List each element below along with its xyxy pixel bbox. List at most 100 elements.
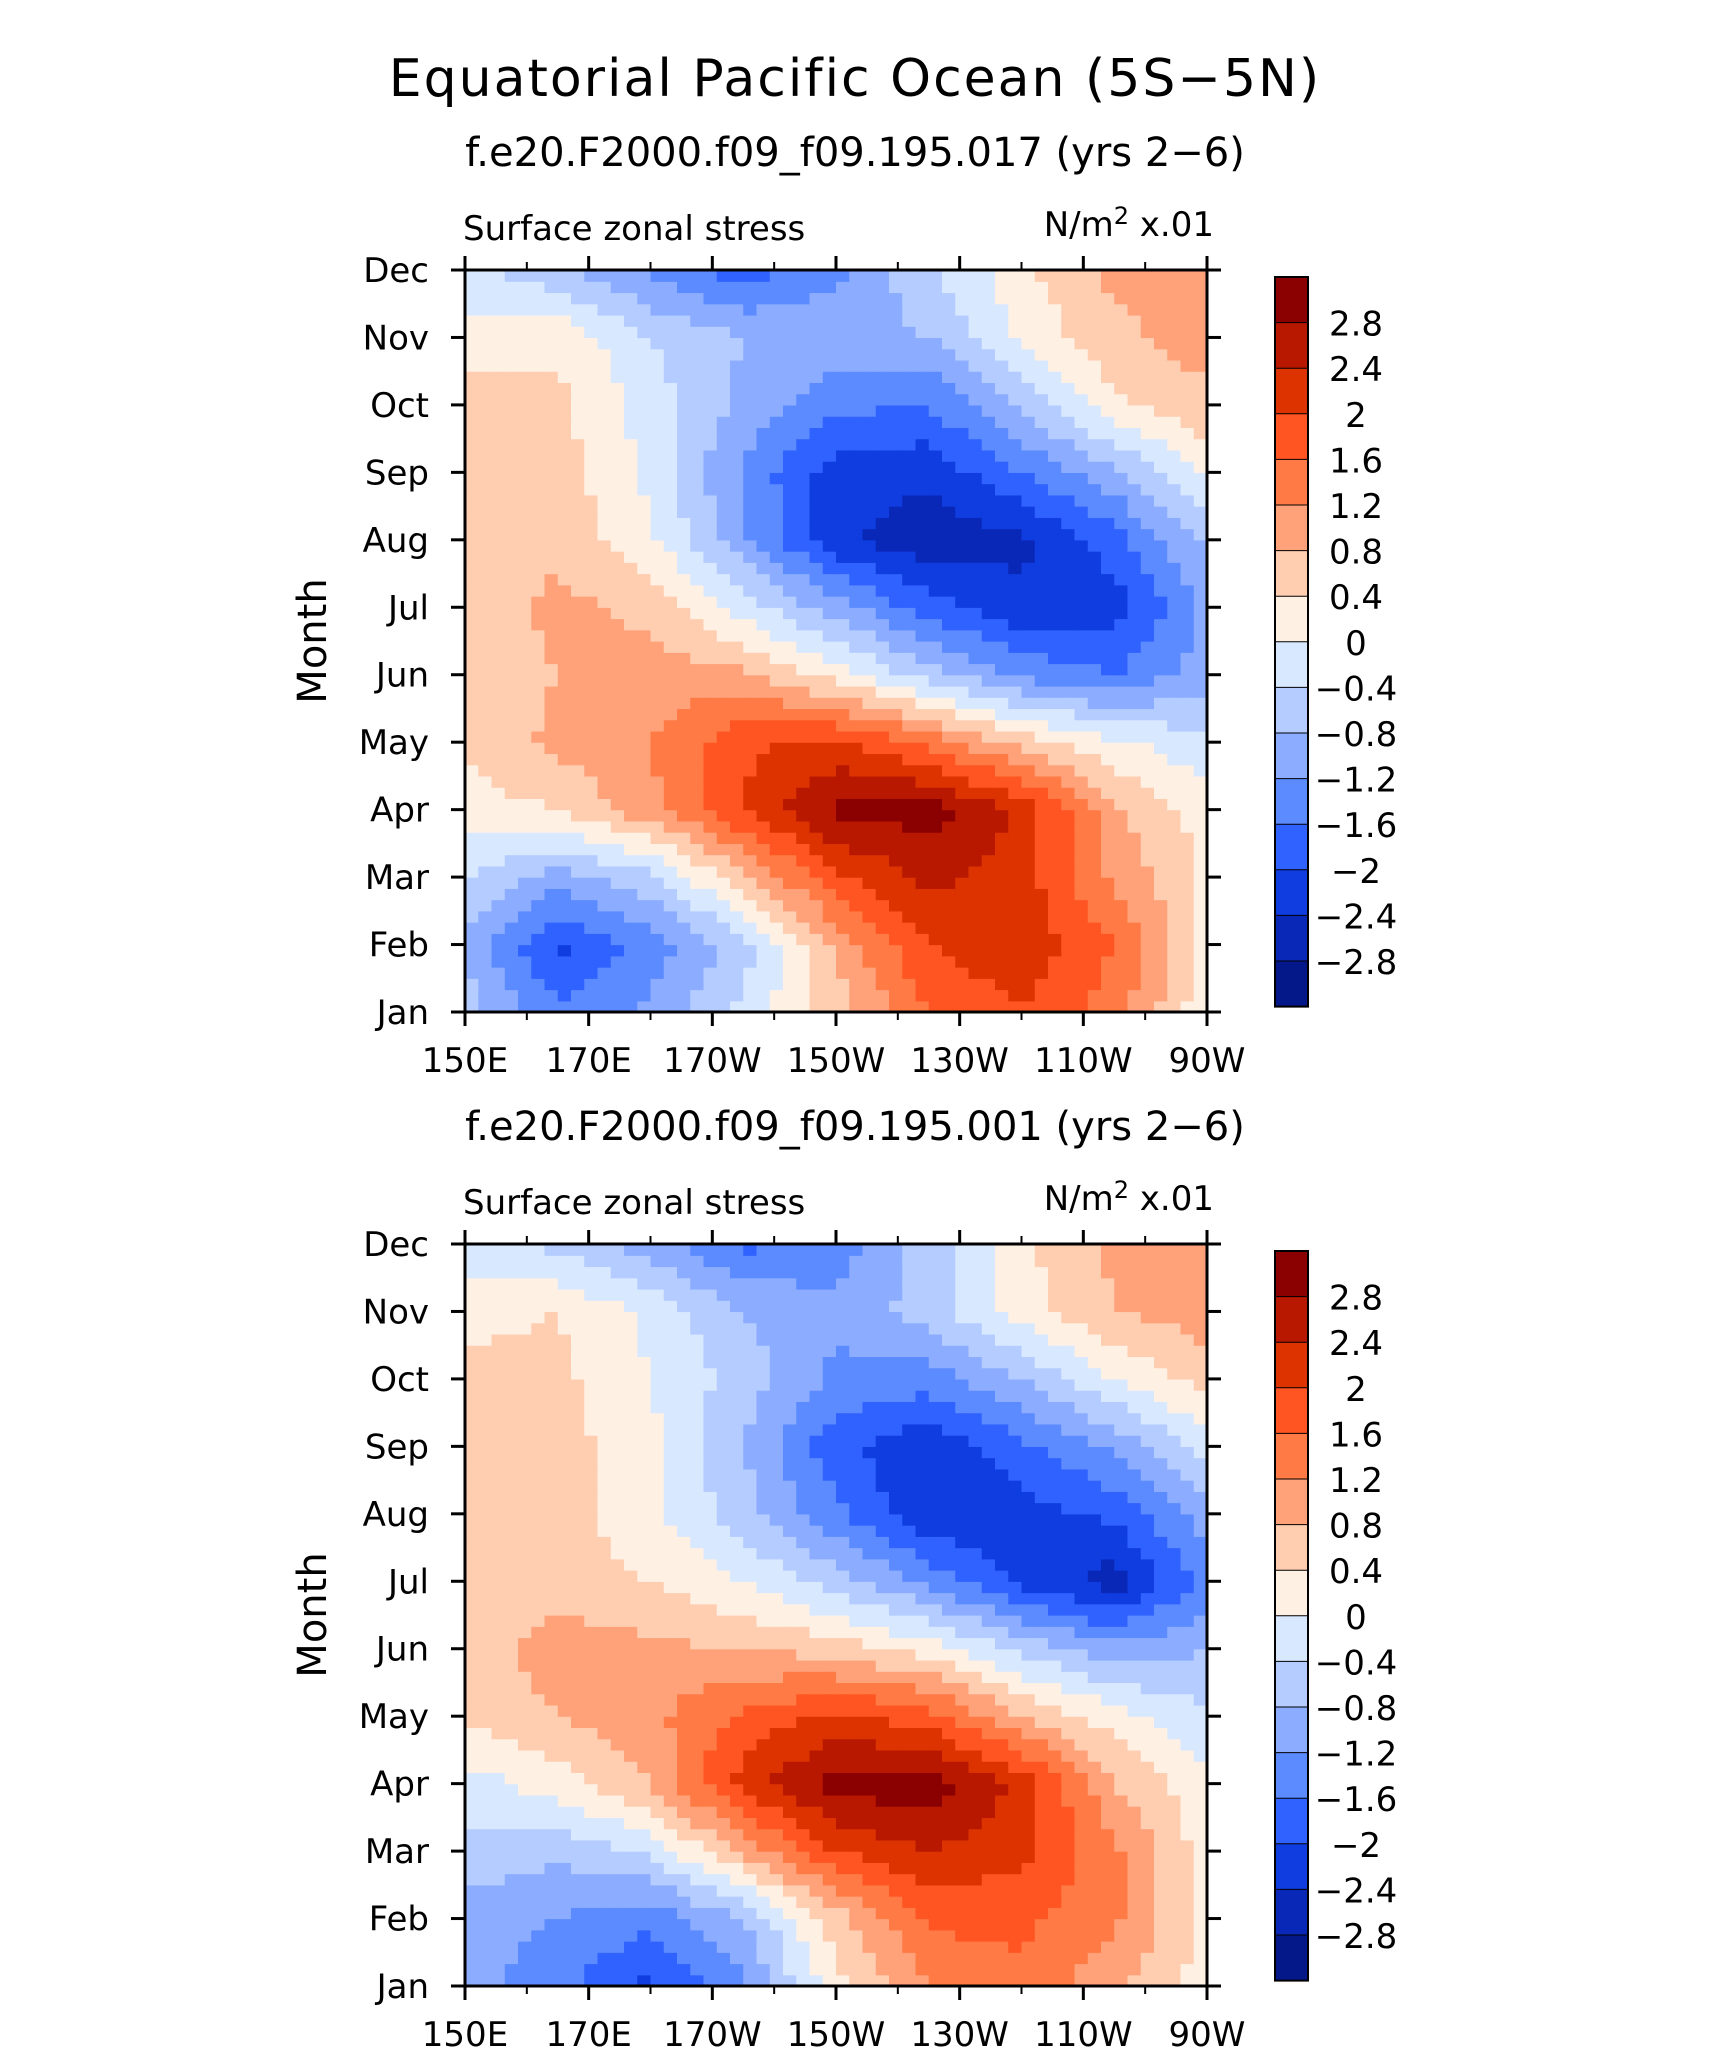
field-cell: [465, 854, 479, 867]
field-cell: [822, 944, 837, 957]
field-cell: [478, 1772, 493, 1785]
field-cell: [1034, 742, 1049, 755]
field-cell: [663, 1761, 678, 1773]
field-cell: [809, 449, 824, 462]
field-cell: [769, 461, 784, 473]
field-cell: [743, 663, 758, 676]
field-cell: [1101, 933, 1115, 946]
field-cell: [902, 787, 917, 799]
field-cell: [995, 775, 1009, 788]
field-cell: [955, 933, 970, 946]
field-cell: [1048, 506, 1062, 518]
field-cell: [465, 1772, 479, 1785]
field-cell: [1114, 438, 1129, 451]
field-cell: [518, 371, 532, 384]
field-cell: [822, 1884, 837, 1897]
field-cell: [756, 708, 771, 721]
field-cell: [518, 337, 532, 350]
field-cell: [597, 539, 612, 552]
field-cell: [557, 1783, 572, 1796]
field-cell: [491, 854, 506, 867]
field-cell: [730, 303, 744, 316]
field-cell: [875, 382, 890, 395]
field-cell: [478, 618, 493, 631]
field-cell: [1074, 427, 1089, 440]
field-cell: [968, 1952, 983, 1965]
field-cell: [1087, 719, 1102, 732]
field-cell: [981, 506, 996, 518]
field-cell: [544, 1761, 559, 1773]
field-cell: [862, 843, 877, 856]
field-cell: [571, 607, 585, 620]
field-cell: [624, 989, 638, 1002]
field-cell: [875, 1918, 890, 1931]
field-cell: [756, 674, 771, 687]
field-cell: [783, 1839, 797, 1852]
field-cell: [809, 629, 824, 642]
field-cell: [849, 978, 864, 991]
field-cell: [995, 1907, 1009, 1920]
field-cell: [1074, 989, 1089, 1002]
field-cell: [1127, 551, 1142, 563]
field-cell: [610, 528, 625, 541]
field-cell: [584, 314, 599, 327]
field-cell: [465, 551, 479, 563]
field-cell: [584, 944, 599, 957]
field-cell: [889, 1749, 903, 1762]
field-cell: [743, 438, 758, 451]
field-cell: [1061, 944, 1076, 957]
field-cell: [1048, 1918, 1062, 1931]
field-cell: [1034, 843, 1049, 856]
field-cell: [1180, 1896, 1195, 1908]
field-cell: [610, 1772, 625, 1785]
field-cell: [743, 1761, 758, 1773]
field-cell: [624, 629, 638, 642]
field-cell: [478, 1941, 493, 1953]
colorbar-label: −2.4: [1315, 897, 1398, 937]
field-cell: [968, 629, 983, 642]
field-cell: [822, 573, 837, 586]
field-cell: [875, 910, 890, 923]
field-cell: [1021, 472, 1036, 485]
field-cell: [875, 719, 890, 732]
field-cell: [928, 1907, 943, 1920]
field-cell: [915, 1783, 930, 1796]
field-cell: [889, 1761, 903, 1773]
field-cell: [889, 314, 903, 327]
field-cell: [849, 404, 864, 417]
field-cell: [730, 764, 744, 777]
field-cell: [730, 382, 744, 395]
field-cell: [663, 764, 678, 777]
field-cell: [1114, 787, 1129, 799]
field-cell: [955, 1884, 970, 1897]
field-cell: [862, 832, 877, 844]
field-cell: [995, 641, 1009, 653]
field-cell: [703, 877, 718, 889]
field-cell: [928, 1817, 943, 1830]
field-cell: [928, 551, 943, 563]
field-cell: [544, 494, 559, 507]
field-cell: [822, 843, 837, 856]
field-cell: [465, 382, 479, 395]
field-cell: [1087, 967, 1102, 979]
field-cell: [690, 865, 705, 878]
field-cell: [756, 697, 771, 710]
field-cell: [571, 281, 585, 294]
field-cell: [955, 528, 970, 541]
field-cell: [518, 1851, 532, 1863]
field-cell: [637, 663, 652, 676]
colorbar-swatch: [1275, 505, 1308, 552]
field-cell: [478, 753, 493, 766]
field-cell: [902, 1806, 917, 1818]
field-cell: [624, 685, 638, 698]
field-cell: [1074, 596, 1089, 608]
field-cell: [796, 798, 811, 811]
field-cell: [1061, 1884, 1076, 1897]
field-cell: [1154, 742, 1168, 755]
field-cell: [1167, 371, 1182, 384]
field-cell: [783, 944, 797, 957]
field-cell: [637, 798, 652, 811]
field-cell: [1034, 359, 1049, 372]
field-cell: [849, 551, 864, 563]
field-cell: [1008, 1000, 1023, 1012]
